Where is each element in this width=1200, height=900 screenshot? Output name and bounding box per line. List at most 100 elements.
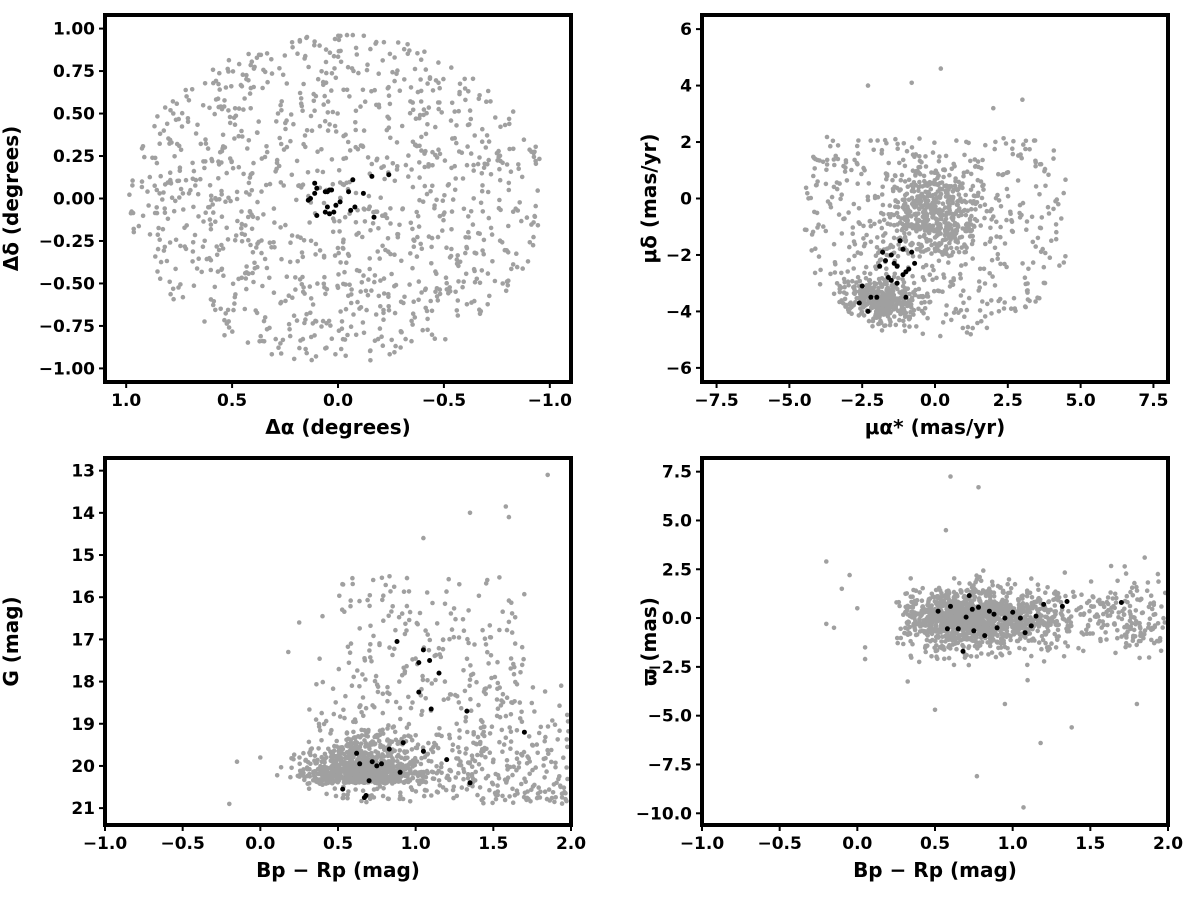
field-point bbox=[366, 193, 372, 199]
field-point bbox=[529, 222, 534, 227]
field-point bbox=[876, 301, 882, 307]
field-point bbox=[465, 729, 470, 735]
field-point bbox=[308, 296, 314, 301]
field-point bbox=[376, 293, 382, 299]
field-point bbox=[468, 708, 474, 713]
field-point bbox=[1087, 608, 1092, 614]
field-point bbox=[413, 116, 419, 121]
field-point bbox=[344, 731, 350, 736]
field-point bbox=[357, 598, 362, 604]
field-point bbox=[161, 190, 166, 195]
field-point bbox=[312, 39, 317, 44]
field-point bbox=[328, 323, 333, 328]
field-point bbox=[408, 220, 414, 226]
field-point bbox=[157, 237, 162, 242]
field-point bbox=[244, 264, 249, 269]
field-point bbox=[1049, 238, 1054, 243]
field-point bbox=[1024, 593, 1030, 599]
field-point bbox=[497, 739, 502, 745]
field-point bbox=[834, 186, 840, 192]
field-point bbox=[312, 753, 318, 758]
field-point bbox=[355, 779, 361, 785]
field-point bbox=[157, 191, 162, 196]
field-point bbox=[461, 766, 466, 772]
member-point bbox=[331, 209, 337, 215]
field-point bbox=[410, 265, 415, 271]
field-point bbox=[527, 240, 533, 245]
field-point bbox=[505, 283, 511, 288]
field-point bbox=[312, 108, 317, 113]
field-point bbox=[485, 162, 490, 167]
field-point bbox=[418, 77, 423, 82]
field-point bbox=[291, 121, 296, 127]
x-tick-label: 7.5 bbox=[1138, 391, 1168, 411]
field-point bbox=[989, 217, 994, 222]
field-point bbox=[239, 275, 244, 281]
field-point bbox=[909, 80, 914, 86]
field-point bbox=[940, 208, 945, 213]
field-point bbox=[177, 195, 182, 200]
field-point bbox=[500, 749, 505, 754]
field-point bbox=[467, 108, 473, 113]
field-point bbox=[334, 777, 339, 782]
field-point bbox=[170, 99, 176, 104]
field-point bbox=[517, 700, 523, 705]
field-point bbox=[880, 202, 886, 208]
field-point bbox=[296, 183, 301, 189]
field-point bbox=[835, 143, 841, 148]
field-point bbox=[481, 251, 487, 257]
field-point bbox=[386, 116, 392, 121]
field-point bbox=[948, 279, 954, 285]
member-point bbox=[868, 294, 874, 300]
field-point bbox=[402, 631, 408, 637]
field-point bbox=[522, 591, 527, 597]
field-point bbox=[873, 253, 879, 258]
field-point bbox=[451, 634, 457, 640]
field-point bbox=[851, 239, 857, 244]
field-point bbox=[355, 299, 360, 305]
field-point bbox=[849, 311, 854, 317]
field-point bbox=[283, 120, 288, 126]
field-point bbox=[1056, 201, 1061, 207]
field-point bbox=[983, 142, 988, 148]
field-point bbox=[469, 764, 475, 769]
field-point bbox=[195, 191, 201, 197]
field-point bbox=[504, 695, 510, 700]
field-point bbox=[872, 221, 877, 227]
field-point bbox=[402, 749, 407, 755]
field-point bbox=[453, 289, 458, 295]
field-point bbox=[245, 146, 250, 151]
field-point bbox=[427, 76, 433, 82]
field-point bbox=[508, 746, 513, 751]
field-point bbox=[409, 318, 414, 324]
field-point bbox=[174, 101, 180, 106]
field-point bbox=[318, 770, 323, 776]
field-point bbox=[315, 281, 320, 286]
field-point bbox=[538, 789, 543, 795]
field-point bbox=[389, 609, 394, 614]
field-point bbox=[173, 237, 179, 243]
field-point bbox=[331, 53, 337, 59]
field-point bbox=[530, 685, 536, 690]
field-point bbox=[887, 203, 893, 208]
field-point bbox=[913, 173, 918, 178]
field-point bbox=[440, 637, 446, 642]
field-point bbox=[472, 642, 477, 647]
field-point bbox=[429, 769, 435, 775]
field-point bbox=[902, 314, 908, 320]
field-point bbox=[1012, 306, 1018, 311]
field-point bbox=[336, 328, 342, 334]
field-point bbox=[386, 723, 391, 728]
field-point bbox=[917, 184, 923, 189]
field-point bbox=[480, 209, 486, 214]
field-point bbox=[1001, 136, 1006, 141]
field-point bbox=[1031, 138, 1037, 143]
field-point bbox=[487, 635, 493, 640]
field-point bbox=[330, 229, 336, 235]
field-point bbox=[361, 273, 366, 278]
field-point bbox=[147, 174, 153, 180]
field-point bbox=[255, 216, 260, 221]
field-point bbox=[448, 611, 454, 616]
field-point bbox=[407, 799, 413, 804]
field-point bbox=[976, 288, 981, 293]
